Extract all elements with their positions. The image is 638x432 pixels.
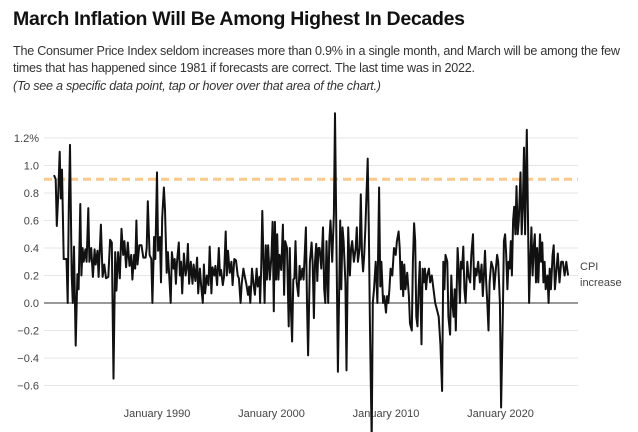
y-tick-label: 0.2 [24, 271, 39, 283]
x-tick-label: January 1990 [124, 408, 191, 420]
x-tick-label: January 2010 [353, 408, 420, 420]
y-axis-ticks: 1.2% 1.0 0.8 0.6 0.4 0.2 0.0 −0.2 −0.4 −0.6 [14, 133, 39, 393]
x-tick-label: January 2020 [467, 408, 534, 420]
x-tick-label: January 2000 [238, 408, 305, 420]
series-label-line-2: increase [580, 277, 622, 289]
series-label-line-1: CPI [580, 261, 598, 273]
x-axis-ticks: January 1990 January 2000 January 2010 Janu… [124, 408, 534, 420]
y-tick-label: 0.8 [24, 188, 39, 200]
y-tick-label: 0.6 [24, 216, 39, 228]
chart-note: (To see a specific data point, tap or ho… [13, 79, 381, 93]
y-tick-label: −0.6 [17, 381, 39, 393]
y-tick-label: −0.4 [17, 353, 39, 365]
y-tick-label: 1.2% [14, 133, 39, 145]
y-tick-label: 0.0 [24, 298, 39, 310]
y-tick-label: −0.2 [17, 326, 39, 338]
y-tick-label: 0.4 [24, 243, 39, 255]
series-line-cpi-increase[interactable] [53, 112, 570, 432]
y-tick-label: 1.0 [24, 161, 39, 173]
chart-subtitle: The Consumer Price Index seldom increase… [13, 44, 620, 75]
chart-title: March Inflation Will Be Among Highest In… [13, 8, 465, 30]
